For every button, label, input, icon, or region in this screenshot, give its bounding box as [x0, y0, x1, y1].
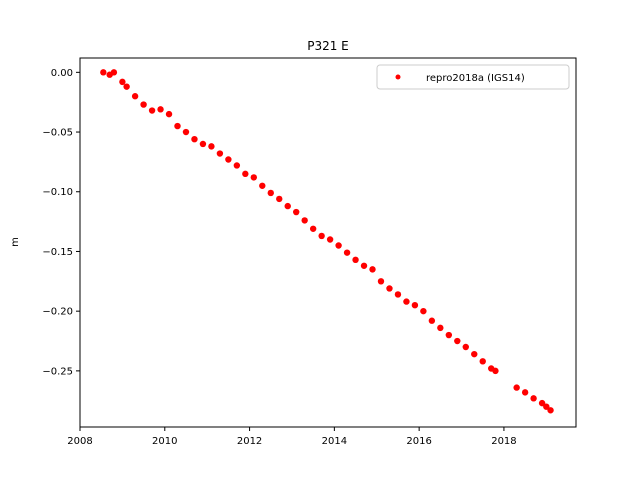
- data-point: [437, 324, 444, 332]
- plot-frame: [79, 57, 577, 428]
- data-point: [386, 285, 393, 292]
- data-point: [293, 208, 300, 216]
- data-point: [208, 143, 215, 150]
- data-point: [462, 343, 469, 351]
- legend-box: [376, 64, 570, 90]
- data-point: [471, 350, 478, 358]
- data-point: [174, 122, 181, 130]
- data-point: [123, 83, 130, 90]
- data-point: [309, 225, 317, 232]
- data-point: [301, 217, 308, 224]
- data-point: [191, 136, 198, 143]
- data-point: [343, 249, 351, 256]
- y-tick-label: 0.00: [51, 68, 73, 79]
- data-point: [492, 367, 499, 375]
- y-tick-label: −0.25: [42, 366, 73, 377]
- data-point: [250, 174, 258, 181]
- data-point: [199, 140, 207, 148]
- x-axis: 2008 2010 2012 2014 2016 2018: [67, 427, 517, 447]
- data-point: [403, 298, 410, 305]
- x-tick-label: 2008: [67, 436, 92, 447]
- data-point: [394, 291, 402, 298]
- data-point: [100, 69, 107, 76]
- data-point: [547, 407, 554, 414]
- data-point: [335, 242, 342, 249]
- data-point: [411, 301, 419, 309]
- data-point: [521, 389, 529, 396]
- data-point: [276, 195, 283, 203]
- data-point: [479, 358, 486, 365]
- y-axis: 0.00 −0.05 −0.10 −0.15 −0.20 −0.25: [42, 68, 80, 377]
- data-point: [148, 107, 156, 114]
- x-tick-label: 2014: [322, 436, 347, 447]
- data-points: [100, 69, 554, 414]
- data-point: [119, 78, 126, 86]
- data-point: [225, 156, 232, 163]
- data-point: [513, 384, 520, 391]
- data-point: [284, 202, 291, 210]
- y-tick-label: −0.05: [42, 128, 73, 139]
- data-point: [233, 162, 241, 169]
- data-point: [216, 150, 224, 157]
- data-point: [259, 182, 266, 189]
- data-point: [165, 110, 173, 118]
- data-point: [543, 403, 550, 410]
- legend-label: repro2018a (IGS14): [426, 73, 525, 84]
- data-point: [318, 232, 325, 240]
- data-point: [538, 399, 546, 407]
- y-axis-label: m: [10, 237, 21, 247]
- y-tick-label: −0.15: [42, 247, 73, 258]
- data-point: [454, 337, 461, 345]
- data-point: [326, 236, 334, 243]
- chart-title: P321 E: [307, 39, 349, 53]
- y-tick-label: −0.20: [42, 307, 73, 318]
- y-tick-label: −0.10: [42, 187, 73, 198]
- data-point: [420, 307, 427, 315]
- legend: repro2018a (IGS14): [376, 64, 570, 90]
- legend-marker: [395, 74, 401, 80]
- data-point: [182, 128, 190, 136]
- data-point: [131, 93, 139, 100]
- x-tick-label: 2016: [406, 436, 431, 447]
- data-point: [428, 317, 436, 324]
- data-point: [445, 331, 453, 339]
- data-point: [369, 266, 376, 273]
- data-point: [352, 256, 359, 264]
- data-point: [242, 170, 249, 178]
- x-tick-label: 2012: [237, 436, 262, 447]
- data-point: [267, 189, 274, 197]
- x-tick-label: 2010: [152, 436, 177, 447]
- data-point: [360, 262, 368, 269]
- x-tick-label: 2018: [491, 436, 516, 447]
- data-point: [110, 69, 118, 76]
- data-point: [157, 106, 164, 113]
- data-point: [530, 395, 537, 402]
- data-point: [377, 278, 385, 285]
- data-point: [140, 101, 147, 108]
